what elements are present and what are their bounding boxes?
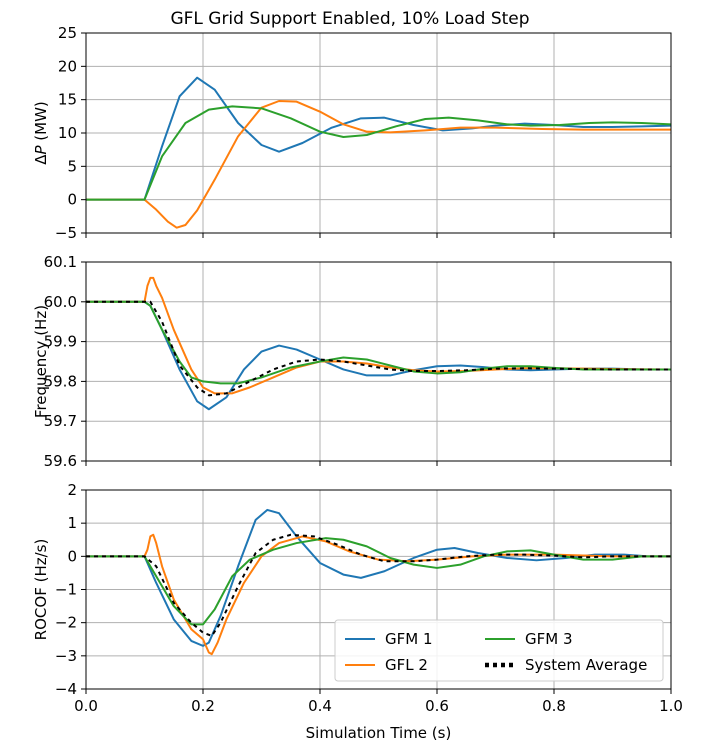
frequency-ylabel: Frequency (Hz): [32, 305, 50, 418]
frequency-ytick-label-5: 60.1: [44, 253, 77, 271]
rocof-series-gfl-2: [86, 533, 671, 656]
power-ytick-label-5: 20: [58, 57, 77, 75]
legend-label-gfm-3: GFM 3: [525, 630, 573, 648]
power-series-gfm-3: [86, 105, 671, 201]
rocof-ytick-label-1: −3: [55, 647, 77, 665]
legend-label-system-average: System Average: [525, 656, 647, 674]
legend: GFM 1 GFM 3 GFL 2 System Average: [334, 619, 664, 682]
rocof-xtick-label-1: 0.2: [191, 697, 215, 715]
rocof-series-gfm-1: [86, 508, 671, 647]
rocof-ytick-label-5: 1: [67, 514, 77, 532]
frequency-axes-frame: [85, 261, 672, 462]
power-ytick-label-6: 25: [58, 24, 77, 42]
frequency-ytick-label-0: 59.6: [44, 452, 77, 470]
figure-title: GFL Grid Support Enabled, 10% Load Step: [170, 9, 529, 29]
rocof-ylabel: ROCOF (Hz/s): [32, 539, 50, 641]
frequency-series-gfl-2: [86, 276, 671, 395]
rocof-ytick-label-4: 0: [67, 547, 77, 565]
frequency-ytick-label-4: 60.0: [44, 293, 77, 311]
power-ytick-label-2: 5: [67, 157, 77, 175]
rocof-ytick-label-3: −1: [55, 581, 77, 599]
power-ytick-label-0: −5: [55, 224, 77, 242]
power-ytick-label-4: 15: [58, 91, 77, 109]
frequency-ytick-label-1: 59.7: [44, 412, 77, 430]
frequency-series-gfm-3: [86, 300, 671, 385]
rocof-xtick-label-3: 0.6: [425, 697, 449, 715]
rocof-ytick-label-0: −4: [55, 680, 77, 698]
legend-label-gfl-2: GFL 2: [385, 656, 428, 674]
rocof-ytick-label-2: −2: [55, 614, 77, 632]
legend-box: [334, 619, 664, 682]
legend-label-gfm-1: GFM 1: [385, 630, 433, 648]
rocof-xtick-label-4: 0.8: [542, 697, 566, 715]
panel-power: −5 0 5 10 15 20 25 ΔP (MW): [32, 24, 672, 242]
power-ytick-label-1: 0: [67, 191, 77, 209]
frequency-series-system-average: [86, 300, 671, 397]
power-ytick-label-3: 10: [58, 124, 77, 142]
rocof-ytick-label-6: 2: [67, 481, 77, 499]
rocof-xtick-label-2: 0.4: [308, 697, 332, 715]
frequency-ytick-label-3: 59.9: [44, 333, 77, 351]
power-ylabel: ΔP (MW): [32, 101, 50, 165]
rocof-xtick-label-5: 1.0: [659, 697, 683, 715]
rocof-xtick-label-0: 0.0: [74, 697, 98, 715]
rocof-series-gfm-3: [86, 537, 671, 626]
frequency-ytick-label-2: 59.8: [44, 372, 77, 390]
xlabel: Simulation Time (s): [306, 724, 452, 742]
panel-rocof: 0.0 0.2 0.4 0.6 0.8 1.0 −4 −3 −2 −1 0 1 2 ROCOF (Hz/s…: [32, 481, 683, 742]
power-series-gfl-2: [86, 100, 671, 229]
panel-frequency: 59.6 59.7 59.8 59.9 60.0 60.1 Frequency (Hz): [32, 253, 672, 470]
rocof-series-system-average: [86, 533, 671, 637]
frequency-series-gfm-1: [86, 300, 671, 411]
